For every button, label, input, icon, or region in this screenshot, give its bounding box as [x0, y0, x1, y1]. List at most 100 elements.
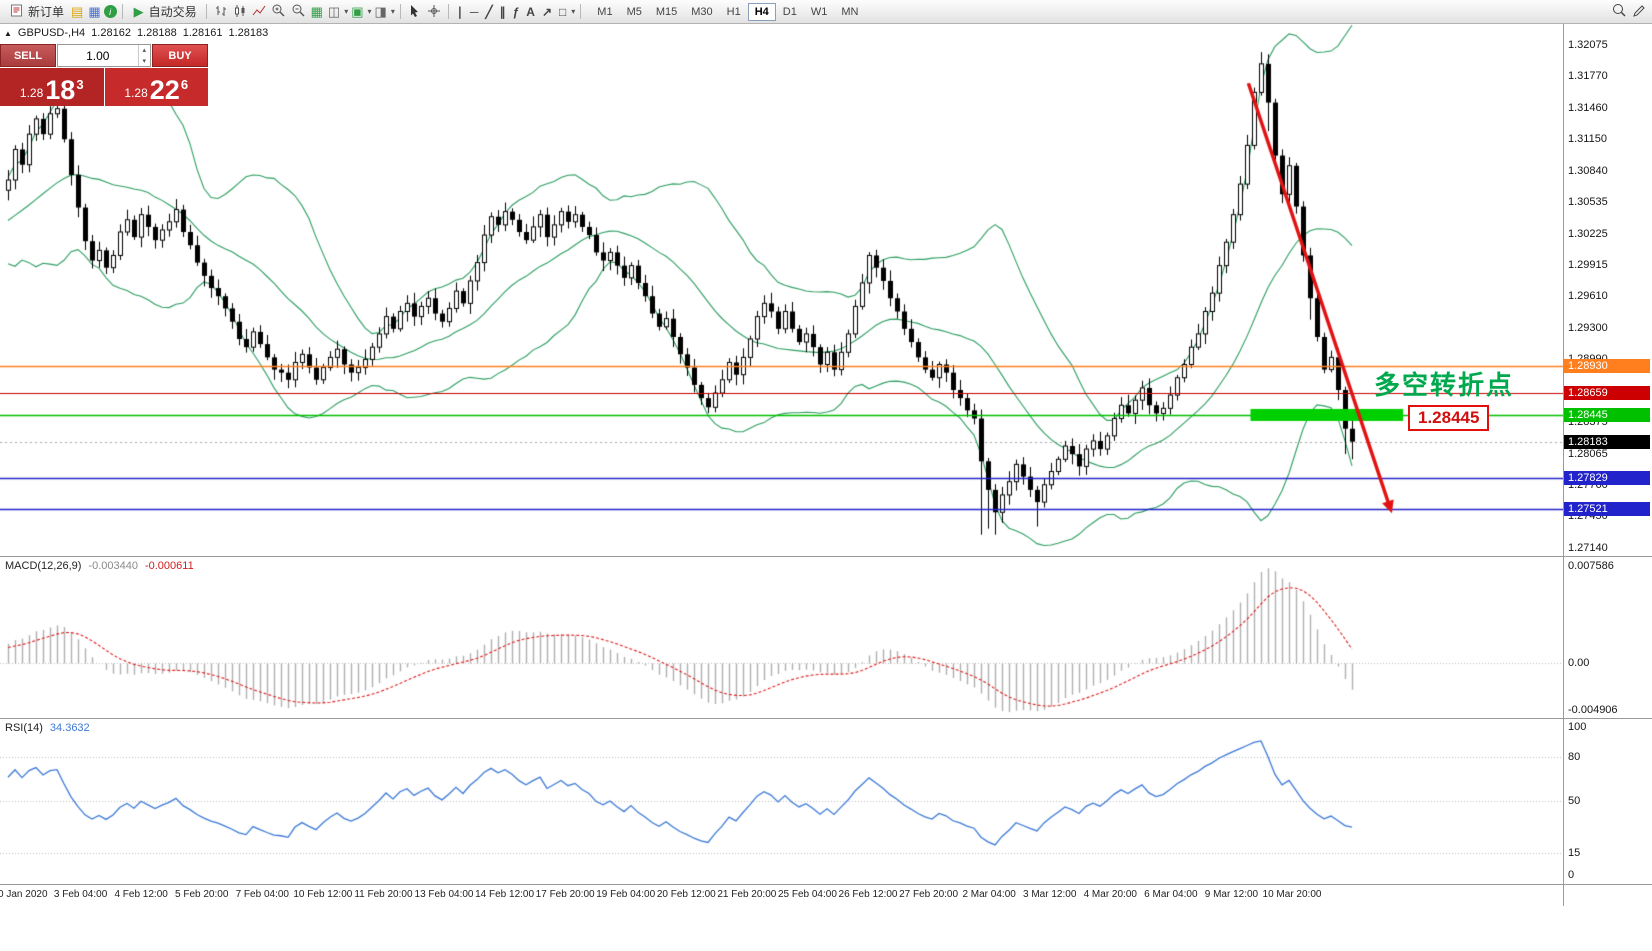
price-axis-label: 1.30225: [1568, 227, 1608, 240]
price-axis-label: 1.31150: [1568, 133, 1607, 146]
search-icon[interactable]: [1610, 3, 1629, 20]
sell-price-sup: 3: [76, 77, 84, 92]
sell-button[interactable]: SELL: [0, 44, 56, 67]
buy-button[interactable]: BUY: [152, 44, 208, 67]
panel-divider[interactable]: [0, 556, 1652, 557]
volume-input[interactable]: [58, 45, 138, 66]
macd-axis-label: -0.004906: [1568, 704, 1618, 716]
rsi-axis-label: 100: [1568, 721, 1587, 733]
symbol-period-label: GBPUSD-,H4: [17, 27, 86, 39]
timeframe-button-m1[interactable]: M1: [597, 5, 613, 18]
grid-icon[interactable]: ▦: [310, 4, 323, 19]
rsi-value: 34.3632: [49, 722, 90, 734]
buy-price-prefix: 1.28: [124, 86, 148, 100]
volume-up-button[interactable]: ▴: [142, 47, 147, 55]
tile-windows-dropdown-icon[interactable]: ▾: [344, 7, 349, 16]
zoom-in-icon[interactable]: [269, 3, 288, 20]
crosshair-icon[interactable]: [425, 4, 443, 20]
turning-point-annotation[interactable]: 多空转折点: [1374, 371, 1515, 401]
time-axis-label: 11 Feb 20:00: [354, 889, 413, 900]
shapes-tool-icon[interactable]: □: [559, 4, 567, 19]
sell-price-prefix: 1.28: [19, 86, 44, 100]
macd-signal-value: -0.000611: [144, 560, 194, 572]
volume-input-group: ▴ ▾: [57, 44, 151, 67]
new-chart-icon[interactable]: ▣: [351, 4, 364, 19]
price-level-badge: 1.28930: [1564, 358, 1650, 373]
new-chart-dropdown-icon[interactable]: ▾: [367, 7, 372, 16]
timeframe-button-d1[interactable]: D1: [782, 5, 797, 18]
buy-price-sup: 6: [180, 77, 189, 92]
autotrading-button[interactable]: ▶ 自动交易: [128, 1, 201, 23]
price-axis[interactable]: 1.32075 1.31770 1.31460 1.31150 1.30840 1.305…: [1564, 24, 1652, 556]
timeframe-button-m15[interactable]: M15: [655, 5, 678, 18]
time-axis-label: 10 Feb 12:00: [293, 889, 353, 900]
toolbar-separator: [205, 4, 207, 19]
timeframe-button-mn[interactable]: MN: [841, 5, 859, 18]
fibonacci-tool-icon[interactable]: ƒ: [512, 4, 520, 19]
trendline-tool-icon[interactable]: ╱: [485, 4, 493, 19]
rsi-axis-label: 80: [1568, 750, 1581, 763]
tile-windows-icon[interactable]: ◫: [327, 4, 341, 19]
macd-indicator-canvas[interactable]: [0, 557, 1563, 718]
time-axis-label: 9 Mar 12:00: [1204, 889, 1259, 900]
toolbar-separator: [399, 4, 401, 19]
macd-name: MACD(12,26,9): [5, 560, 82, 572]
bar-open-value: 1.28162: [91, 27, 131, 39]
price-axis-label: 1.32075: [1568, 38, 1608, 51]
market-watch-icon[interactable]: ▦: [88, 4, 101, 19]
zoom-out-icon[interactable]: [289, 3, 308, 20]
timeframe-button-m30[interactable]: M30: [691, 5, 713, 18]
panel-divider[interactable]: [0, 718, 1652, 719]
volume-down-button[interactable]: ▾: [142, 57, 147, 65]
time-axis-label: 30 Jan 2020: [0, 889, 48, 900]
price-level-annotation[interactable]: 1.28445: [1408, 405, 1490, 431]
timeframe-button-w1[interactable]: W1: [810, 5, 828, 18]
autotrading-label: 自动交易: [148, 5, 197, 19]
time-axis-label: 7 Feb 04:00: [235, 889, 289, 900]
line-chart-icon[interactable]: [250, 4, 268, 20]
shapes-dropdown-icon[interactable]: ▾: [571, 7, 576, 16]
cursor-icon[interactable]: [406, 4, 424, 20]
sell-price-panel[interactable]: 1.28 18 3: [0, 68, 104, 106]
time-axis-label: 14 Feb 12:00: [475, 889, 535, 900]
time-axis[interactable]: 30 Jan 2020 3 Feb 04:00 4 Feb 12:00 5 Feb 2…: [0, 885, 1563, 906]
price-level-badge: 1.28445: [1564, 407, 1650, 422]
price-axis-label: 1.30840: [1568, 164, 1608, 177]
rsi-indicator-canvas[interactable]: [0, 719, 1563, 884]
buy-price-panel[interactable]: 1.28 22 6: [104, 68, 208, 106]
horizontal-line-tool-icon[interactable]: ─: [469, 4, 479, 19]
channel-tool-icon[interactable]: ∥: [499, 4, 506, 19]
rsi-axis-label: 0: [1568, 869, 1575, 881]
macd-axis[interactable]: 0.007586 0.00 -0.004906: [1564, 557, 1652, 718]
timeframe-button-m5[interactable]: M5: [626, 5, 642, 18]
text-tool-icon[interactable]: A: [526, 4, 535, 19]
main-chart-canvas[interactable]: [0, 24, 1563, 556]
macd-axis-label: 0.00: [1568, 656, 1590, 669]
time-axis-label: 21 Feb 20:00: [717, 889, 777, 900]
ohlc-bars-icon[interactable]: [212, 4, 230, 20]
window-list-dropdown-icon[interactable]: ▾: [390, 7, 395, 16]
price-axis-label: 1.30535: [1568, 195, 1608, 208]
new-order-label: 新订单: [28, 5, 65, 19]
time-axis-label: 4 Mar 20:00: [1083, 889, 1137, 900]
vertical-line-tool-icon[interactable]: ∣: [456, 4, 463, 19]
time-axis-label: 17 Feb 20:00: [535, 889, 595, 900]
time-axis-label: 25 Feb 04:00: [777, 889, 837, 900]
time-axis-label: 10 Mar 20:00: [1262, 889, 1322, 900]
data-window-icon[interactable]: i: [103, 5, 117, 18]
rsi-axis[interactable]: 100 80 50 15 0: [1564, 719, 1652, 884]
time-axis-label: 27 Feb 20:00: [899, 889, 959, 900]
timeframe-button-h4[interactable]: H4: [747, 2, 776, 21]
price-level-badge: 1.27829: [1564, 470, 1650, 485]
timeframe-button-h1[interactable]: H1: [726, 5, 741, 18]
time-axis-label: 5 Feb 20:00: [175, 889, 229, 900]
macd-main-value: -0.003440: [88, 560, 138, 572]
price-axis-label: 1.31770: [1568, 70, 1608, 83]
new-order-button[interactable]: 新订单: [4, 1, 68, 23]
window-list-icon[interactable]: ◨: [374, 4, 387, 19]
profiles-icon[interactable]: ▤: [71, 4, 84, 19]
edit-icon[interactable]: [1630, 4, 1648, 20]
volume-spinner: ▴ ▾: [137, 45, 150, 66]
arrow-tool-icon[interactable]: ↗: [541, 4, 553, 19]
candlestick-chart-icon[interactable]: [231, 4, 249, 20]
